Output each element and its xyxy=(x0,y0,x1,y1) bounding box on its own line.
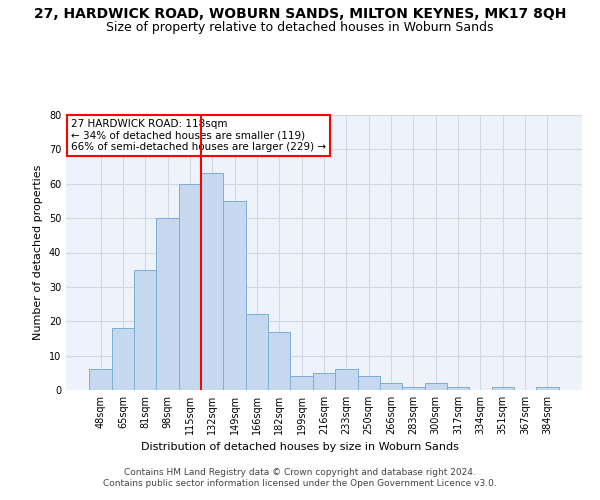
Y-axis label: Number of detached properties: Number of detached properties xyxy=(33,165,43,340)
Bar xyxy=(447,386,469,390)
Bar xyxy=(89,370,112,390)
Bar xyxy=(335,370,358,390)
Bar xyxy=(491,386,514,390)
Text: 27, HARDWICK ROAD, WOBURN SANDS, MILTON KEYNES, MK17 8QH: 27, HARDWICK ROAD, WOBURN SANDS, MILTON … xyxy=(34,8,566,22)
Bar xyxy=(358,376,380,390)
Text: Size of property relative to detached houses in Woburn Sands: Size of property relative to detached ho… xyxy=(106,21,494,34)
Text: Distribution of detached houses by size in Woburn Sands: Distribution of detached houses by size … xyxy=(141,442,459,452)
Bar xyxy=(290,376,313,390)
Bar xyxy=(425,383,447,390)
Bar xyxy=(134,270,157,390)
Bar xyxy=(112,328,134,390)
Bar xyxy=(536,386,559,390)
Bar xyxy=(313,373,335,390)
Bar xyxy=(201,174,223,390)
Bar xyxy=(268,332,290,390)
Text: Contains HM Land Registry data © Crown copyright and database right 2024.
Contai: Contains HM Land Registry data © Crown c… xyxy=(103,468,497,487)
Text: 27 HARDWICK ROAD: 118sqm
← 34% of detached houses are smaller (119)
66% of semi-: 27 HARDWICK ROAD: 118sqm ← 34% of detach… xyxy=(71,119,326,152)
Bar xyxy=(223,201,246,390)
Bar xyxy=(402,386,425,390)
Bar xyxy=(179,184,201,390)
Bar xyxy=(380,383,402,390)
Bar xyxy=(157,218,179,390)
Bar xyxy=(246,314,268,390)
